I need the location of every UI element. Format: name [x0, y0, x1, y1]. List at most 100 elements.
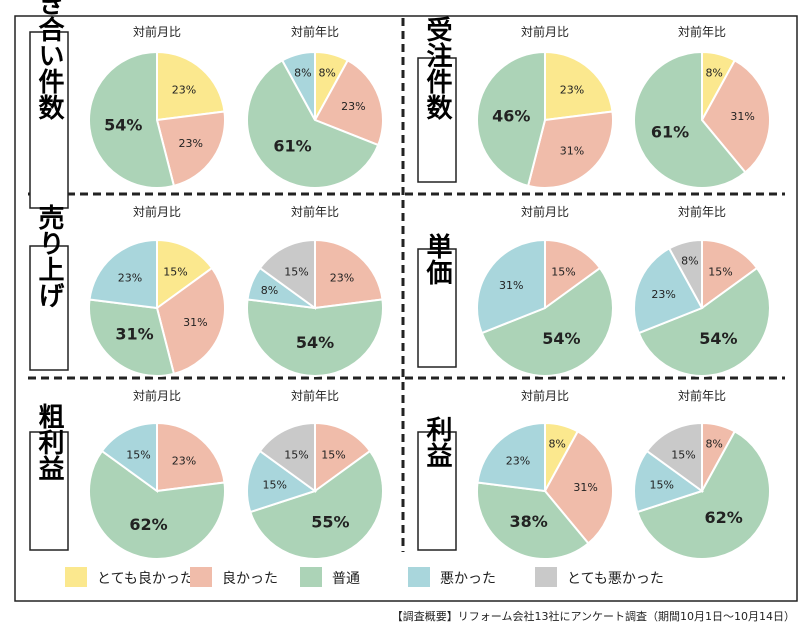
pie-slice: [155, 110, 226, 188]
pie-slice: [156, 238, 214, 310]
slice-label: 8%: [681, 255, 698, 268]
slice-label: 62%: [129, 515, 167, 534]
slice-label: 31%: [573, 481, 597, 494]
legend-label: 悪かった: [440, 571, 496, 587]
slice-label: 23%: [506, 454, 530, 467]
slice-label: 38%: [509, 512, 547, 531]
slice-label: 15%: [649, 479, 673, 492]
slice-label: 8%: [318, 67, 335, 80]
panel-5: 利益 対前月比 8% 31% 38% 23% 対前年比 8% 62% 15% 15%: [417, 388, 771, 560]
slice-label: 15%: [262, 479, 286, 492]
category-label: 粗利益: [34, 403, 64, 481]
slice-label: 8%: [548, 438, 565, 451]
pie-title: 対前月比: [133, 388, 181, 403]
pie-title: 対前月比: [133, 204, 181, 219]
legend-swatch: [300, 567, 322, 587]
pie-slice: [636, 430, 771, 560]
slice-label: 23%: [172, 83, 196, 96]
panel-3: 単価 対前月比 15% 54% 31% 対前年比 15% 54% 23% 8%: [417, 204, 771, 377]
panel-1: 受注件数 対前月比 23% 31% 46% 対前年比 8% 31% 61%: [417, 15, 771, 189]
pie-slice: [667, 238, 703, 309]
slice-label: 61%: [273, 137, 311, 156]
pie-slice: [156, 421, 226, 493]
slice-label: 31%: [183, 316, 207, 329]
pie-slice: [701, 238, 759, 310]
pie-slice: [633, 449, 705, 514]
pie-slice: [314, 421, 372, 493]
category-label-box: [417, 57, 457, 183]
category-label: 引き合い件数: [34, 0, 64, 121]
category-label-box: [417, 431, 457, 551]
category-label-box: [29, 431, 69, 551]
legend-swatch: [535, 567, 557, 587]
legend-swatch: [65, 567, 87, 587]
pie-title: 対前月比: [521, 388, 569, 403]
pie-slice: [633, 247, 704, 335]
slice-label: 8%: [261, 284, 278, 297]
slice-label: 23%: [179, 137, 203, 150]
pie-slice: [258, 421, 316, 493]
slice-label: 15%: [708, 266, 732, 279]
slice-label: 23%: [330, 271, 354, 284]
slice-label: 54%: [104, 115, 142, 134]
slice-label: 15%: [126, 449, 150, 462]
pie-title: 対前年比: [291, 388, 339, 403]
pie-slice: [476, 481, 590, 560]
slice-label: 46%: [492, 107, 530, 126]
slice-label: 15%: [284, 449, 308, 462]
pie-slice: [156, 50, 226, 122]
slice-label: 62%: [705, 508, 743, 527]
pie-slice: [633, 50, 747, 189]
slice-label: 23%: [651, 288, 675, 301]
pie-title: 対前年比: [678, 24, 726, 39]
slice-label: 55%: [311, 512, 349, 531]
pie-title: 対前年比: [678, 388, 726, 403]
pie-slice: [700, 59, 771, 174]
category-label: 受注件数: [422, 15, 452, 121]
pie-slice: [246, 59, 380, 189]
pie-slice: [280, 50, 316, 121]
category-label-box: [29, 245, 69, 371]
legend-label: 良かった: [222, 571, 278, 587]
slice-label: 15%: [671, 449, 695, 462]
pie-slice: [88, 50, 176, 189]
pie-slice: [246, 298, 384, 377]
slice-label: 31%: [115, 325, 153, 344]
pie-slice: [526, 110, 614, 189]
pie-slice: [476, 421, 546, 493]
slice-label: 23%: [560, 83, 584, 96]
pie-slice: [249, 449, 384, 560]
pie-title: 対前月比: [521, 204, 569, 219]
legend-swatch: [408, 567, 430, 587]
legend-label: とても悪かった: [567, 571, 664, 587]
pie-slice: [476, 238, 546, 335]
slice-label: 31%: [499, 279, 523, 292]
slice-label: 61%: [651, 123, 689, 142]
footnote: 【調査概要】リフォーム会社13社にアンケート調査（期間10月1日〜10月14日）: [392, 609, 795, 623]
slice-label: 8%: [705, 438, 722, 451]
category-label-box: [417, 248, 457, 368]
category-label: 利益: [422, 416, 452, 468]
pie-slice: [246, 449, 318, 514]
category-label-box: [29, 31, 69, 209]
pie-slice: [314, 238, 384, 310]
panel-2: 売り上げ 対前月比 15% 31% 31% 23% 対前年比 23% 54% 8% 15%: [29, 204, 384, 377]
slice-label: 15%: [321, 449, 345, 462]
slice-label: 31%: [730, 110, 754, 123]
slice-label: 8%: [294, 67, 311, 80]
pie-slice: [480, 266, 614, 377]
slice-label: 15%: [551, 266, 575, 279]
slice-label: 54%: [296, 333, 334, 352]
pie-slice: [258, 238, 316, 310]
pie-slice: [544, 50, 614, 122]
category-label: 単価: [422, 233, 453, 285]
pie-slice: [476, 50, 546, 188]
pie-slice: [313, 59, 384, 147]
pie-slice: [543, 430, 614, 545]
legend-label: とても良かった: [97, 571, 194, 587]
pie-title: 対前月比: [521, 24, 569, 39]
legend-swatch: [190, 567, 212, 587]
pie-slice: [88, 238, 158, 310]
pie-title: 対前年比: [678, 204, 726, 219]
